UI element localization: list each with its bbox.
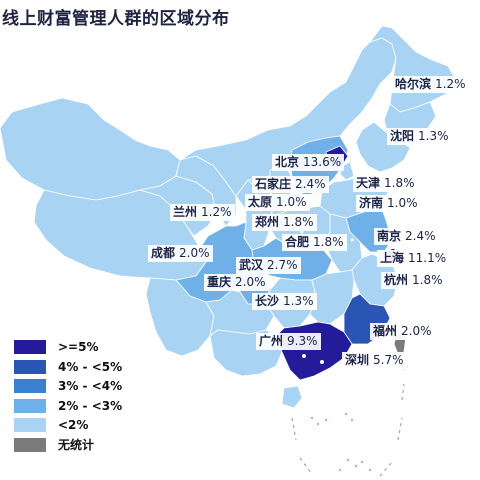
legend-label: 无统计 xyxy=(58,438,95,452)
legend-swatch xyxy=(14,359,46,374)
legend-swatch xyxy=(14,340,46,354)
legend-item: 4% - <5% xyxy=(14,358,122,376)
legend-item: 2% - <3% xyxy=(14,397,122,415)
city-label-shenyang: 沈阳 1.3% xyxy=(387,128,452,145)
legend-item: 3% - <4% xyxy=(14,377,122,395)
nine-dash-line xyxy=(291,383,405,477)
legend-swatch xyxy=(14,379,46,393)
map-title: 线上财富管理人群的区域分布 xyxy=(2,9,230,29)
legend-item: >=5% xyxy=(14,338,122,356)
city-label-shanghai: 上海 11.1% xyxy=(377,250,450,267)
city-label-changsha: 长沙 1.3% xyxy=(252,293,317,310)
city-label-lanzhou: 兰州 1.2% xyxy=(170,204,235,221)
city-label-chengdu: 成都 2.0% xyxy=(148,245,213,262)
city-label-wuhan: 武汉 2.7% xyxy=(236,257,301,274)
region-guangdong xyxy=(275,321,353,381)
city-label-shijiazhuang: 石家庄 2.4% xyxy=(252,176,329,193)
legend-swatch xyxy=(14,398,46,413)
city-label-zhengzhou: 郑州 1.8% xyxy=(252,214,317,231)
legend-swatch xyxy=(14,437,46,452)
city-label-haerbin: 哈尔滨 1.2% xyxy=(392,76,469,93)
city-label-chongqing: 重庆 2.0% xyxy=(204,274,269,291)
legend-item: 无统计 xyxy=(14,436,122,454)
legend-label: 2% - <3% xyxy=(58,398,123,413)
legend-label: >=5% xyxy=(58,340,99,354)
city-label-jinan: 济南 1.0% xyxy=(356,195,421,212)
city-label-fuzhou: 福州 2.0% xyxy=(370,323,435,340)
city-label-guangzhou: 广州 9.3% xyxy=(256,333,321,350)
city-label-shenzhen: 深圳 5.7% xyxy=(342,352,407,369)
legend-label: 4% - <5% xyxy=(58,359,123,374)
region-liaoning xyxy=(355,121,411,173)
region-yunnan xyxy=(145,277,215,357)
city-label-beijing: 北京 13.6% xyxy=(272,154,345,171)
south-sea-islands xyxy=(310,412,372,472)
region-hainan xyxy=(281,385,303,409)
city-label-nanjing: 南京 2.4% xyxy=(374,228,439,245)
legend-label: 3% - <4% xyxy=(58,379,123,393)
legend-item: <2% xyxy=(14,416,122,434)
map-legend: >=5% 4% - <5% 3% - <4% 2% - <3% <2% 无统计 xyxy=(14,338,122,455)
city-label-tianjin: 天津 1.8% xyxy=(353,175,418,192)
legend-swatch xyxy=(14,418,46,432)
city-label-hangzhou: 杭州 1.8% xyxy=(381,272,446,289)
city-label-taiyuan: 太原 1.0% xyxy=(245,194,310,211)
city-label-hefei: 合肥 1.8% xyxy=(282,234,347,251)
region-xinjiang xyxy=(0,97,181,201)
legend-label: <2% xyxy=(58,418,89,432)
